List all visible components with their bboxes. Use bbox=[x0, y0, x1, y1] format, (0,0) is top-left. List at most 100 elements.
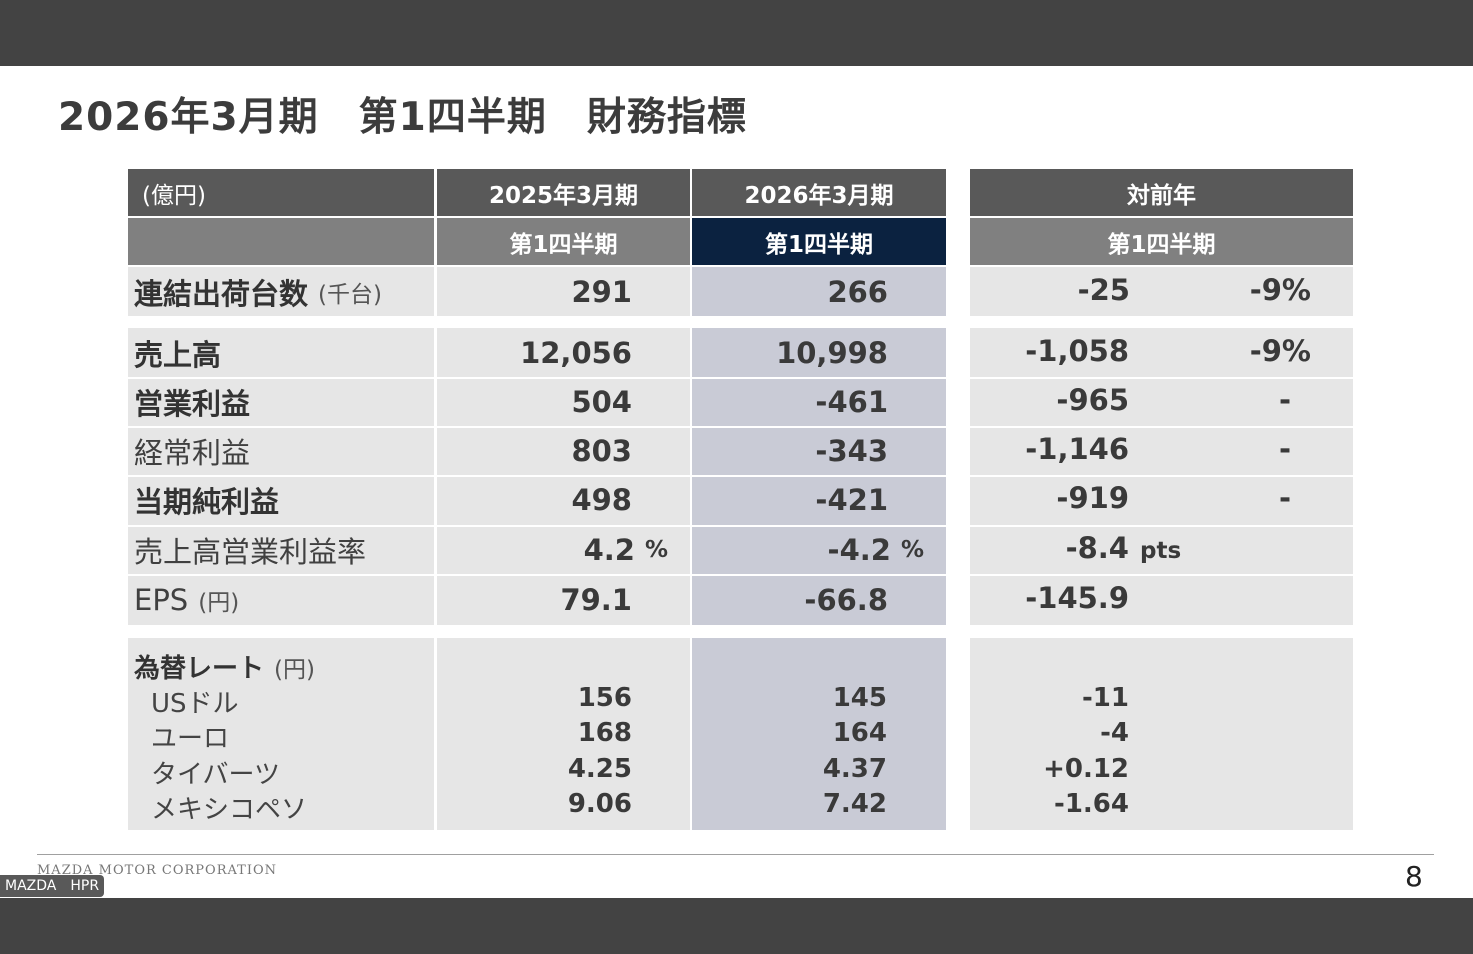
row-yoy-pct: - bbox=[1278, 383, 1291, 417]
row-label-text: 当期純利益 bbox=[134, 485, 280, 519]
table-row-cur: -66.8 bbox=[692, 574, 946, 625]
fx-yoy-value: -4 bbox=[1100, 718, 1129, 748]
shipments-cur: 266 bbox=[692, 267, 946, 316]
row-yoy-pct: -9% bbox=[1249, 334, 1311, 368]
unit-label-header: (億円) bbox=[128, 169, 434, 216]
fx-prev-value: 4.25 bbox=[567, 754, 632, 784]
row-cur-value: -343 bbox=[815, 433, 888, 468]
row-yoy-abs: -1,146 bbox=[1025, 432, 1129, 466]
footer-divider bbox=[37, 854, 1434, 855]
fx-prev-value: 156 bbox=[577, 683, 632, 713]
row-cur-value: -66.8 bbox=[804, 582, 888, 617]
fx-cur-value: 164 bbox=[832, 718, 887, 748]
table-row-cur: -343 bbox=[692, 426, 946, 475]
row-cur-unit: % bbox=[900, 536, 924, 563]
fx-cur-value: 145 bbox=[832, 683, 887, 713]
row-label-text: 経常利益 bbox=[134, 435, 251, 470]
header-cur-year: 2026年3月期 bbox=[692, 169, 946, 216]
slide: 2026年3月期 第1四半期 財務指標 (億円) 2025年3月期 2026年3… bbox=[0, 66, 1473, 898]
table-row-label: 当期純利益 bbox=[128, 475, 434, 525]
row-prev-value: 504 bbox=[571, 384, 632, 419]
table-row-label: EPS (円) bbox=[128, 574, 434, 625]
row-divider bbox=[128, 426, 1353, 428]
fx-cur-value: 7.42 bbox=[822, 789, 887, 819]
row-cur-value: -461 bbox=[815, 384, 888, 419]
shipments-prev: 291 bbox=[437, 267, 690, 316]
shipments-prev-value: 291 bbox=[571, 274, 632, 309]
shipments-label: 連結出荷台数 bbox=[134, 276, 309, 311]
row-yoy-abs: -919 bbox=[1056, 481, 1129, 515]
row-prev-value: 12,056 bbox=[520, 335, 632, 370]
fx-label-col bbox=[128, 638, 434, 830]
table-row-cur: -461 bbox=[692, 377, 946, 426]
fx-cur-col bbox=[692, 638, 946, 830]
row-prev-value: 4.2 bbox=[583, 532, 635, 567]
table-row-label: 売上高 bbox=[128, 328, 434, 377]
row-yoy-abs: -8.4 bbox=[1065, 531, 1129, 565]
row-yoy-unit: pts bbox=[1140, 538, 1182, 564]
fx-cur-value: 4.37 bbox=[822, 754, 887, 784]
fx-yoy-value: +0.12 bbox=[1043, 754, 1129, 784]
shipments-label-cell: 連結出荷台数 (千台) bbox=[128, 267, 434, 316]
table-row-prev: 4.2 % bbox=[437, 525, 690, 574]
row-yoy-abs: -965 bbox=[1056, 383, 1129, 417]
header-yoy: 対前年 bbox=[970, 169, 1353, 216]
row-prev-value: 79.1 bbox=[560, 582, 632, 617]
fx-yoy-col bbox=[970, 638, 1353, 830]
subheader-cur-label: 第1四半期 bbox=[764, 231, 873, 258]
row-divider bbox=[128, 525, 1353, 527]
row-cur-value: -4.2 bbox=[827, 532, 891, 567]
header-cur-year-label: 2026年3月期 bbox=[744, 182, 894, 209]
table-row-label: 営業利益 bbox=[128, 377, 434, 426]
table-row-cur: -4.2 % bbox=[692, 525, 946, 574]
unit-label: (億円) bbox=[142, 182, 206, 209]
row-yoy-abs: -145.9 bbox=[1025, 581, 1129, 615]
row-divider bbox=[128, 377, 1353, 379]
row-cur-value: 10,998 bbox=[776, 335, 888, 370]
fx-yoy-value: -1.64 bbox=[1054, 789, 1129, 819]
table-row-prev: 79.1 bbox=[437, 574, 690, 625]
row-label-text: EPS bbox=[134, 582, 189, 617]
subheader-prev: 第1四半期 bbox=[437, 218, 690, 265]
shipments-yoy-pct: -9% bbox=[1249, 273, 1311, 307]
gap-mask bbox=[946, 328, 970, 625]
table-row-cur: -421 bbox=[692, 475, 946, 525]
shipments-cur-value: 266 bbox=[827, 274, 888, 309]
page-title: 2026年3月期 第1四半期 財務指標 bbox=[58, 95, 747, 140]
table-row-prev: 504 bbox=[437, 377, 690, 426]
row-yoy-pct: - bbox=[1278, 432, 1291, 466]
row-yoy-abs: -1,058 bbox=[1025, 334, 1129, 368]
shipments-unit: (千台) bbox=[318, 281, 382, 308]
row-yoy-pct: - bbox=[1278, 481, 1291, 515]
company-name: MAZDA MOTOR CORPORATION bbox=[37, 863, 277, 878]
header-prev-year-label: 2025年3月期 bbox=[488, 182, 639, 209]
fx-prev-value: 168 bbox=[577, 718, 632, 748]
source-badge: MAZDA HPR bbox=[0, 875, 105, 897]
table-row-prev: 498 bbox=[437, 475, 690, 525]
header-yoy-label: 対前年 bbox=[1127, 182, 1196, 209]
fx-prev-value: 9.06 bbox=[567, 789, 632, 819]
table-row-prev: 12,056 bbox=[437, 328, 690, 377]
fx-yoy-value: -11 bbox=[1082, 683, 1129, 713]
row-label-text: 売上高営業利益率 bbox=[134, 534, 367, 569]
table-row-cur: 10,998 bbox=[692, 328, 946, 377]
subheader-yoy: 第1四半期 bbox=[970, 218, 1353, 265]
row-label-text: 売上高 bbox=[134, 337, 222, 372]
row-prev-unit: % bbox=[644, 536, 668, 563]
table-row-label: 経常利益 bbox=[128, 426, 434, 475]
fx-title-text: 為替レート bbox=[134, 654, 265, 684]
subheader-prev-label: 第1四半期 bbox=[509, 231, 618, 258]
row-prev-value: 803 bbox=[571, 433, 632, 468]
subheader-yoy-label: 第1四半期 bbox=[1107, 231, 1216, 258]
fx-title: 為替レート (円) bbox=[134, 648, 315, 685]
row-label-text: 営業利益 bbox=[134, 386, 251, 421]
fx-title-unit: (円) bbox=[274, 657, 315, 683]
fx-currency-label: メキシコペソ bbox=[151, 795, 308, 825]
page-number: 8 bbox=[1405, 860, 1423, 893]
subheader-cur: 第1四半期 bbox=[692, 218, 946, 265]
header-prev-year: 2025年3月期 bbox=[437, 169, 690, 216]
row-label-unit: (円) bbox=[198, 589, 240, 616]
table-row-label: 売上高営業利益率 bbox=[128, 525, 434, 574]
row-divider bbox=[128, 475, 1353, 477]
shipments-yoy-abs: -25 bbox=[1077, 273, 1130, 307]
